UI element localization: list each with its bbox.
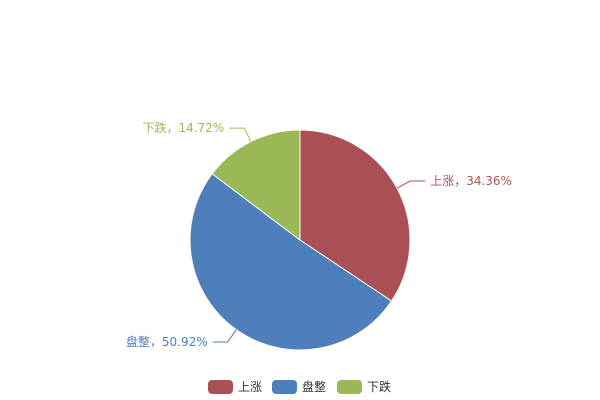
slice-label: 上涨，34.36% bbox=[430, 173, 512, 188]
legend-label: 下跌 bbox=[367, 379, 391, 394]
label-leader-line bbox=[212, 329, 237, 343]
legend-item-1[interactable]: 盘整 bbox=[272, 379, 326, 394]
legend: 上涨 盘整 下跌 bbox=[208, 379, 391, 394]
legend-item-2[interactable]: 下跌 bbox=[337, 379, 391, 394]
label-leader-line bbox=[396, 180, 426, 189]
pie-slices bbox=[189, 129, 411, 351]
pie-labels: 上涨，34.36% 盘整，50.92% 下跌，14.72% bbox=[126, 120, 512, 349]
slice-label: 盘整，50.92% bbox=[126, 334, 208, 349]
legend-swatch bbox=[208, 380, 233, 394]
legend-label: 盘整 bbox=[302, 379, 326, 394]
legend-swatch bbox=[272, 380, 297, 394]
legend-label: 上涨 bbox=[238, 379, 262, 394]
legend-item-0[interactable]: 上涨 bbox=[208, 379, 262, 394]
legend-swatch bbox=[337, 380, 362, 394]
label-leader-line bbox=[229, 127, 252, 142]
slice-label: 下跌，14.72% bbox=[142, 120, 224, 135]
pie-slice-1[interactable] bbox=[189, 173, 393, 351]
